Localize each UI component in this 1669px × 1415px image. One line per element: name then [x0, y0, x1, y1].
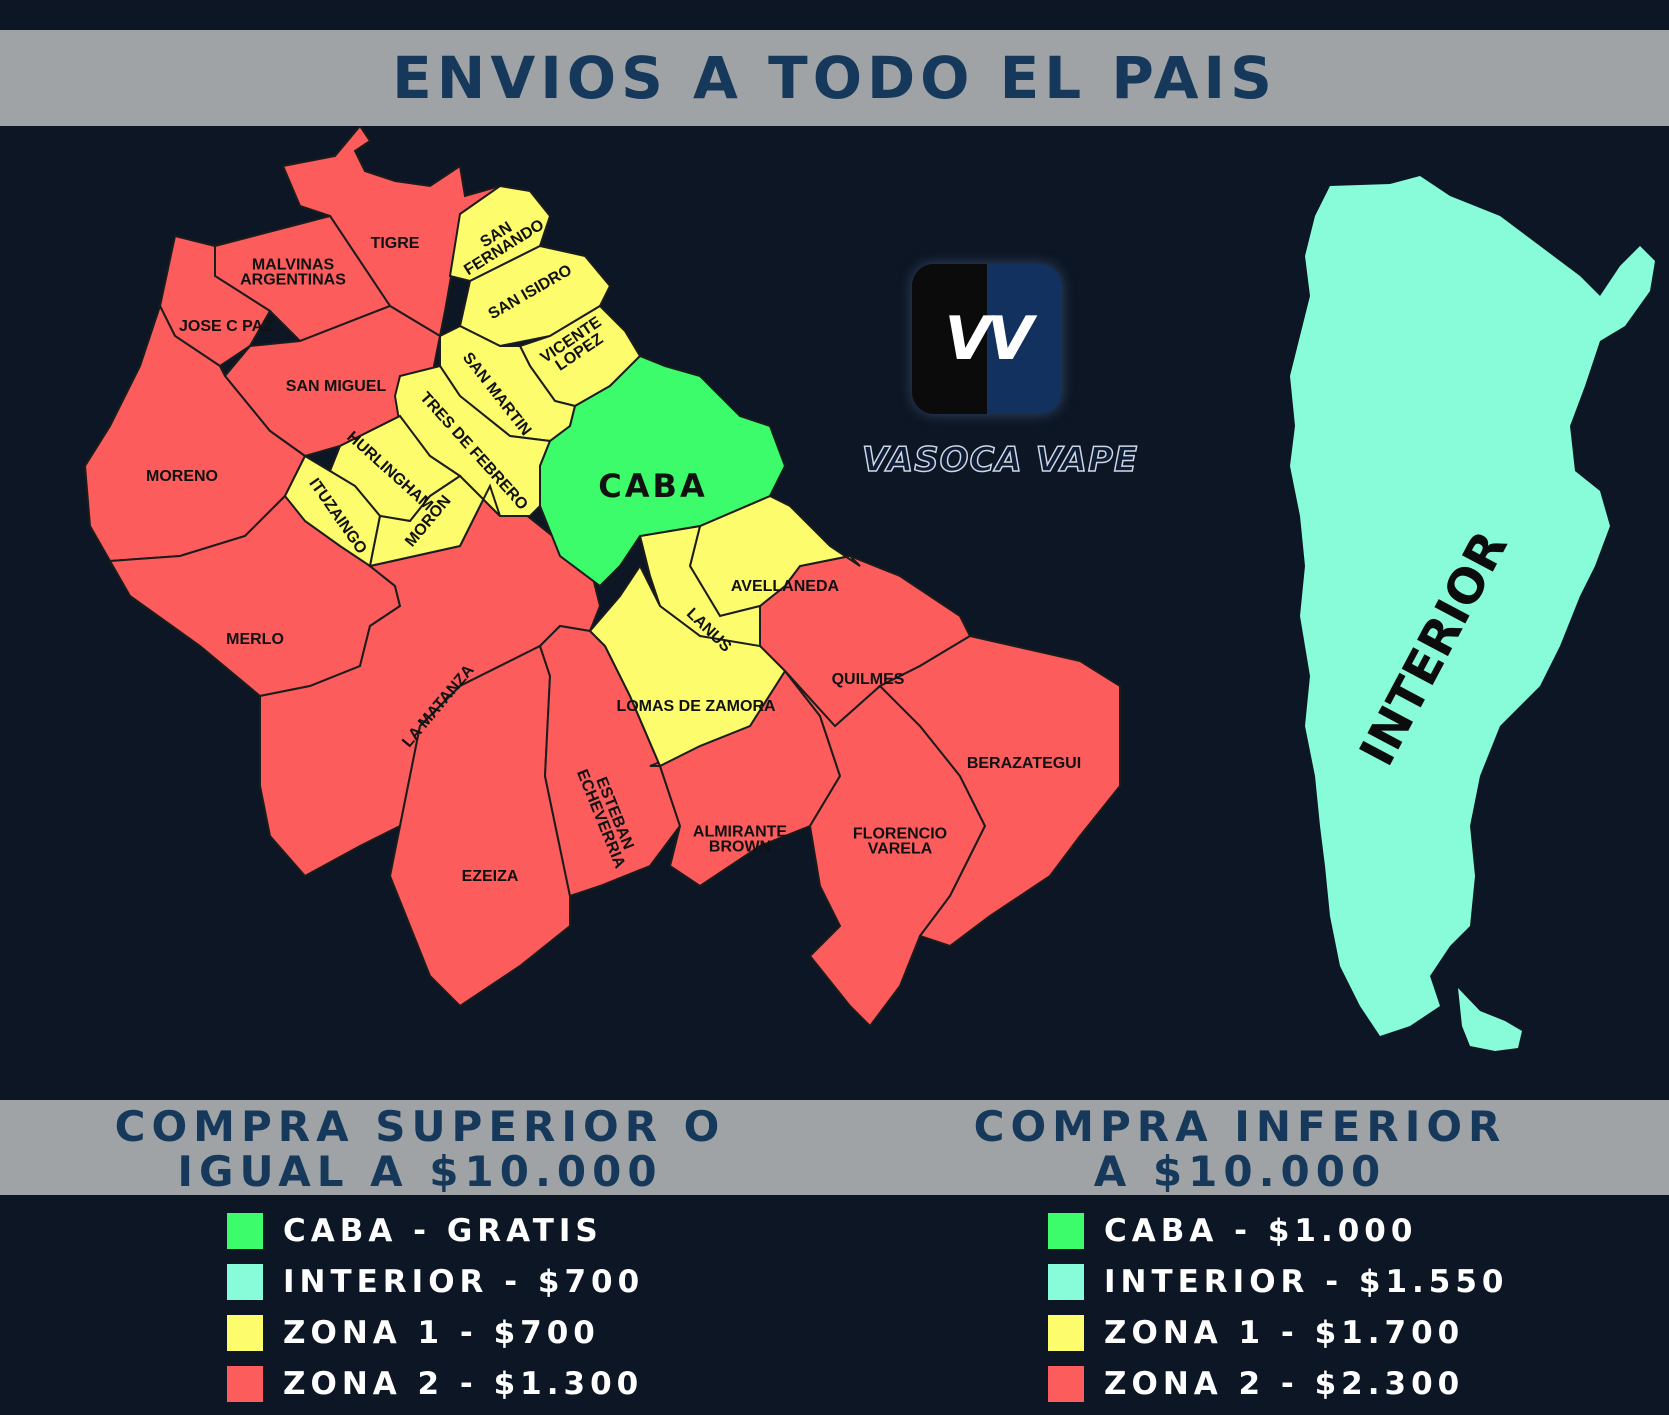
- region-label-lomas-de-zamora: LOMAS DE ZAMORA: [616, 698, 776, 715]
- brand-logo: VV VASOCA VAPE: [830, 262, 1170, 492]
- region-label-berazategui: BERAZATEGUI: [967, 755, 1081, 772]
- region-label-quilmes: QUILMES: [832, 671, 905, 688]
- region-berazategui[interactable]: [878, 634, 1121, 948]
- logo-wordmark: VASOCA VAPE: [861, 439, 1139, 481]
- region-label-tigre: TIGRE: [371, 235, 420, 252]
- swatch-zona2: [227, 1365, 263, 1402]
- heading-under-line1: COMPRA INFERIOR: [973, 1102, 1507, 1151]
- heading-over-line2: IGUAL A $10.000: [177, 1147, 663, 1196]
- page-title: ENVIOS A TODO EL PAIS: [392, 44, 1277, 112]
- swatch-zona2: [1048, 1365, 1084, 1402]
- region-label-merlo: MERLO: [226, 631, 284, 648]
- pricing-banner: COMPRA SUPERIOR O IGUAL A $10.000 COMPRA…: [0, 1100, 1669, 1195]
- legend-item: CABA - GRATIS: [227, 1205, 644, 1256]
- region-lomas-de-zamora[interactable]: [588, 564, 787, 768]
- logo-mark: VV: [944, 304, 1034, 374]
- legend-item: ZONA 2 - $1.300: [227, 1358, 644, 1409]
- legend-under-10000: CABA - $1.000 INTERIOR - $1.550 ZONA 1 -…: [1048, 1205, 1509, 1409]
- swatch-caba: [227, 1212, 263, 1249]
- legend-item: ZONA 1 - $1.700: [1048, 1307, 1509, 1358]
- legend-label: CABA - GRATIS: [283, 1212, 603, 1249]
- legend-item: INTERIOR - $1.550: [1048, 1256, 1509, 1307]
- region-interior-tierra-del-fuego: [1458, 988, 1522, 1051]
- region-label-malvinas-argentinas: MALVINAS ARGENTINAS: [240, 257, 346, 289]
- swatch-interior: [1048, 1263, 1084, 1300]
- region-label-florencio-varela: FLORENCIO VARELA: [853, 826, 947, 858]
- heading-under-line2: A $10.000: [1093, 1147, 1387, 1196]
- heading-over-10000: COMPRA SUPERIOR O IGUAL A $10.000: [60, 1104, 780, 1194]
- region-label-avellaneda: AVELLANEDA: [731, 578, 840, 595]
- region-label-almirante-brown: ALMIRANTE BROWN: [693, 824, 788, 856]
- region-caba[interactable]: [539, 354, 787, 588]
- legend-item: INTERIOR - $700: [227, 1256, 644, 1307]
- region-moron[interactable]: [368, 474, 501, 568]
- logo-badge: VV: [912, 264, 1062, 414]
- legend-item: ZONA 2 - $2.300: [1048, 1358, 1509, 1409]
- region-label-san-miguel: SAN MIGUEL: [286, 378, 387, 395]
- region-label-moreno: MORENO: [146, 468, 218, 485]
- legend-label: ZONA 1 - $1.700: [1104, 1314, 1465, 1351]
- heading-over-line1: COMPRA SUPERIOR O: [114, 1102, 726, 1151]
- region-label-caba: CABA: [598, 467, 707, 505]
- legend-label: ZONA 2 - $1.300: [283, 1365, 644, 1402]
- region-interior: [1290, 176, 1655, 1036]
- legend-label: INTERIOR - $700: [283, 1263, 645, 1300]
- title-banner: ENVIOS A TODO EL PAIS: [0, 30, 1669, 126]
- legend-item: ZONA 1 - $700: [227, 1307, 644, 1358]
- legend-label: CABA - $1.000: [1104, 1212, 1418, 1249]
- legend-over-10000: CABA - GRATIS INTERIOR - $700 ZONA 1 - $…: [227, 1205, 644, 1409]
- swatch-interior: [227, 1263, 263, 1300]
- legend-label: INTERIOR - $1.550: [1104, 1263, 1509, 1300]
- legend-item: CABA - $1.000: [1048, 1205, 1509, 1256]
- legend-label: ZONA 1 - $700: [283, 1314, 600, 1351]
- heading-under-10000: COMPRA INFERIOR A $10.000: [900, 1104, 1580, 1194]
- region-label-ezeiza: EZEIZA: [462, 868, 519, 885]
- region-label-jose-c-paz: JOSE C PAZ: [179, 318, 273, 335]
- swatch-zona1: [227, 1314, 263, 1351]
- swatch-caba: [1048, 1212, 1084, 1249]
- legend-label: ZONA 2 - $2.300: [1104, 1365, 1465, 1402]
- region-la-matanza[interactable]: [259, 484, 602, 878]
- swatch-zona1: [1048, 1314, 1084, 1351]
